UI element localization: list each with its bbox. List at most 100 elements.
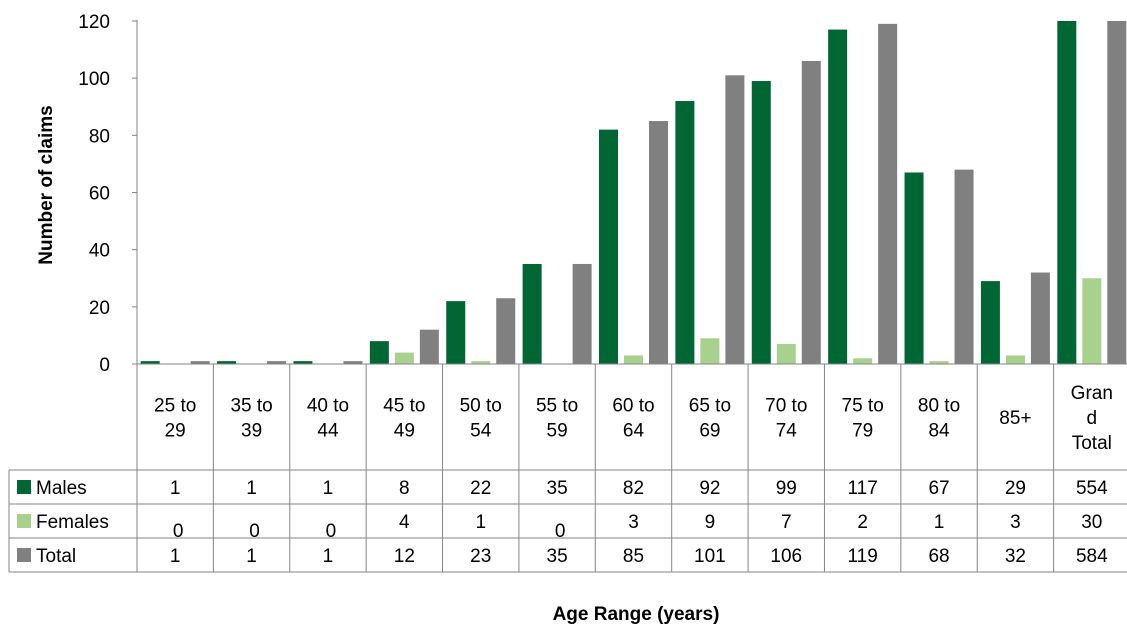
y-tick-label: 120: [78, 12, 110, 33]
data-label: 30: [1081, 512, 1102, 533]
data-label: 67: [928, 478, 949, 499]
y-tick-label: 0: [99, 355, 110, 376]
category-label: 84: [928, 421, 950, 442]
data-label: 7: [781, 512, 792, 533]
bar-total: [1030, 272, 1050, 364]
bar-females: [776, 343, 796, 364]
category-label: d: [1087, 408, 1098, 429]
data-label: 0: [555, 521, 566, 542]
category-label: 79: [852, 421, 873, 442]
bar-males: [217, 361, 237, 364]
data-label: 1: [934, 512, 945, 533]
bar-males: [293, 361, 313, 364]
data-label: 82: [623, 478, 644, 499]
category-label: 75 to: [842, 396, 884, 417]
y-axis-ticks: 0 20 40 60 80 100 120: [78, 12, 137, 376]
data-label: 101: [694, 546, 726, 567]
y-tick-label: 80: [89, 126, 110, 147]
data-label: 554: [1076, 478, 1108, 499]
data-label: 2: [857, 512, 868, 533]
bar-males: [1057, 21, 1077, 364]
y-tick-label: 40: [89, 241, 110, 262]
data-label: 29: [1005, 478, 1026, 499]
data-label: 4: [399, 512, 410, 533]
category-label: 80 to: [918, 396, 960, 417]
data-label: 1: [323, 546, 334, 567]
bar-males: [522, 263, 542, 364]
data-label: 3: [1010, 512, 1021, 533]
bar-males: [599, 129, 618, 364]
bar-females: [1005, 355, 1025, 364]
bar-total: [878, 23, 898, 364]
category-label: 40 to: [307, 396, 349, 417]
bars: [140, 21, 1127, 365]
data-label: 1: [170, 478, 181, 499]
category-label: 45 to: [383, 396, 425, 417]
data-label: 1: [170, 546, 181, 567]
bar-total: [343, 361, 363, 364]
bar-females: [1082, 278, 1102, 364]
data-label: 3: [628, 512, 639, 533]
category-label: 50 to: [460, 396, 502, 417]
row-label-total: Total: [36, 546, 76, 567]
bar-total: [1107, 21, 1127, 364]
category-label: 85+: [999, 408, 1031, 429]
bar-total: [267, 361, 287, 364]
row-label-males: Males: [36, 478, 87, 499]
data-label: 99: [776, 478, 797, 499]
bar-males: [828, 29, 848, 364]
data-label: 35: [547, 478, 568, 499]
category-label: 44: [317, 421, 339, 442]
y-tick-label: 100: [78, 69, 110, 90]
data-label: 1: [246, 478, 257, 499]
bar-total: [572, 263, 592, 364]
category-label: 59: [547, 421, 568, 442]
category-label: Gran: [1071, 383, 1113, 404]
data-label: 35: [547, 546, 568, 567]
bar-females: [853, 358, 873, 364]
data-label: 106: [770, 546, 802, 567]
bar-males: [980, 281, 1000, 364]
category-label: 54: [470, 421, 492, 442]
category-label: Total: [1072, 433, 1112, 454]
axes: [136, 20, 1127, 365]
data-label: 22: [470, 478, 491, 499]
category-label: 55 to: [536, 396, 578, 417]
bar-females: [471, 361, 491, 364]
y-axis-title: Number of claims: [36, 105, 57, 264]
bar-females: [394, 352, 414, 364]
bar-males: [751, 81, 771, 365]
category-label: 29: [165, 421, 186, 442]
bar-males: [904, 172, 924, 364]
data-label: 12: [394, 546, 415, 567]
data-label: 68: [928, 546, 949, 567]
bar-total: [419, 329, 439, 364]
bar-females: [624, 355, 643, 364]
bar-total: [190, 361, 210, 364]
data-label: 8: [399, 478, 410, 499]
data-label: 119: [848, 546, 878, 567]
category-label: 25 to: [154, 396, 196, 417]
bar-total: [725, 75, 745, 364]
category-label: 74: [776, 421, 798, 442]
category-label: 65 to: [689, 396, 731, 417]
data-label: 92: [699, 478, 720, 499]
bar-males: [675, 101, 695, 365]
legend-key-males: [17, 480, 31, 494]
bar-females: [700, 338, 720, 364]
y-tick-label: 20: [89, 298, 110, 319]
legend-key-females: [17, 514, 31, 528]
bar-total: [801, 61, 821, 365]
category-label: 60 to: [612, 396, 654, 417]
x-axis-title: Age Range (years): [553, 604, 720, 625]
row-label-females: Females: [36, 512, 109, 533]
bar-total: [954, 169, 974, 364]
data-label: 1: [246, 546, 257, 567]
data-label: 117: [848, 478, 878, 499]
data-label: 1: [323, 478, 334, 499]
category-label: 64: [623, 421, 645, 442]
data-label: 23: [470, 546, 491, 567]
category-label: 49: [394, 421, 415, 442]
